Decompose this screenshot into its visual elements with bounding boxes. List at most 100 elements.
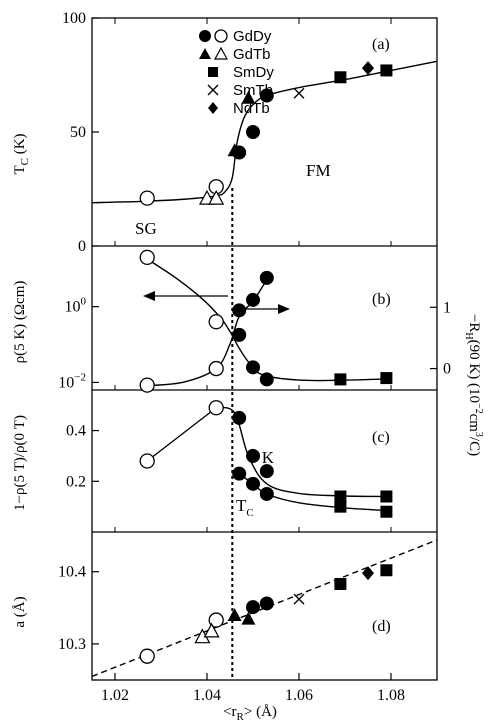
filled-circle-marker [232, 410, 247, 425]
filled-square-marker [334, 490, 347, 503]
open-circle-marker [208, 314, 224, 330]
open-circle-marker [208, 400, 224, 416]
x-label: <rR> (Å) [223, 704, 277, 723]
filled-square-marker [208, 67, 218, 77]
x-tick-label: 1.08 [377, 687, 405, 704]
annotation-tc: TC [236, 496, 254, 519]
panel-b: 10−2 100 0 1 [58, 249, 451, 393]
legend-label: NdTb [233, 100, 270, 117]
open-circle-marker [139, 453, 155, 469]
open-triangle-marker [203, 622, 220, 638]
filled-square-marker [334, 577, 347, 590]
filled-circle-marker [232, 466, 247, 481]
filled-circle-marker [259, 270, 274, 285]
panel-a-label: (a) [372, 36, 390, 53]
y-label-panel-c: 1−ρ(5 T)/ρ(0 T) [12, 415, 28, 511]
annotation-fm: FM [306, 161, 331, 180]
cross-marker [207, 84, 219, 96]
filled-triangle-marker [227, 143, 242, 157]
panel-b-tick-label-right: 0 [443, 361, 451, 378]
open-circle-marker [139, 249, 155, 266]
panel-b-tick-label-right: 1 [443, 299, 451, 316]
panel-d-label: (d) [372, 618, 391, 635]
panel-a-tick-label: 100 [62, 10, 86, 27]
filled-square-marker [334, 373, 347, 386]
y-label-panel-b: ρ(5 K) (Ωcm) [12, 281, 28, 364]
open-triangle-marker [213, 46, 229, 60]
filled-circle-marker [259, 486, 274, 501]
filled-triangle-marker [241, 611, 256, 625]
panel-a-tick-label: 0 [78, 238, 86, 255]
cross-stroke [293, 87, 305, 99]
x-tick-label: 1.06 [285, 687, 313, 704]
filled-circle-marker [246, 448, 260, 463]
filled-triangle-marker [241, 90, 256, 104]
panel-d-tick-label: 10.3 [58, 636, 86, 653]
x-tick-label: 1.04 [193, 687, 221, 704]
open-circle-marker [208, 360, 224, 377]
open-circle-marker [214, 29, 228, 43]
legend-label: SmDy [233, 64, 274, 81]
filled-square-marker [380, 490, 393, 503]
y-label-panel-d: a (Å) [12, 596, 28, 627]
legend-label: GdTb [233, 46, 271, 63]
filled-square-marker [380, 564, 393, 577]
open-circle-marker [208, 612, 224, 628]
annotation-5k: 5 K [249, 448, 275, 467]
panel-a-tick-label: 50 [70, 124, 86, 141]
panel-b-tick-label: 10−2 [58, 371, 86, 391]
filled-circle-marker [246, 600, 260, 615]
filled-square-marker [334, 500, 347, 513]
panel-b-label: (b) [372, 291, 391, 308]
filled-square-marker [380, 505, 393, 518]
panel-c-tick-label: 0.2 [66, 473, 86, 490]
legend-label: GdDy [233, 28, 272, 45]
rho-guide-curve [146, 258, 392, 382]
filled-circle-marker [246, 476, 260, 491]
arrow-right-axis [234, 304, 290, 314]
filled-circle-marker [199, 30, 211, 42]
panel-b-tick-label: 100 [65, 296, 87, 316]
open-circle-marker [139, 190, 155, 206]
cross-marker [293, 87, 305, 99]
filled-triangle-marker [227, 608, 242, 622]
filled-circle-marker [246, 125, 260, 139]
filled-diamond-marker [362, 61, 374, 76]
plot-frame [91, 17, 438, 681]
panel-c-tick-label: 0.4 [66, 423, 86, 440]
panel-a: 0 50 100 [62, 10, 438, 255]
cross-stroke [207, 84, 219, 96]
open-circle-marker [139, 377, 155, 393]
filled-circle-marker [259, 88, 274, 103]
y-label-right-panel-b: −RH(90 K) (10−2cm3/C) [463, 314, 484, 456]
filled-circle-marker [259, 596, 274, 611]
cross-marker [293, 593, 305, 605]
x-tick-label: 1.02 [101, 687, 129, 704]
arrow-left-axis [143, 291, 228, 301]
panel-d-tick-label: 10.4 [58, 564, 86, 581]
filled-circle-marker [259, 464, 274, 479]
filled-circle-marker [246, 360, 260, 375]
filled-circle-marker [246, 292, 260, 307]
filled-diamond-marker [362, 566, 374, 581]
filled-square-marker [380, 372, 393, 385]
cross-stroke [293, 593, 305, 605]
panel-c: 0.2 0.4 [66, 400, 393, 518]
y-label-panel-a: TC (K) [12, 133, 31, 174]
filled-circle-marker [232, 303, 247, 318]
filled-triangle-marker [199, 48, 211, 59]
filled-square-marker [380, 64, 393, 77]
panel-c-label: (c) [372, 429, 390, 446]
legend-label: SmTb [233, 82, 273, 99]
filled-diamond-marker [208, 102, 218, 114]
open-triangle-marker [208, 189, 225, 205]
annotation-sg: SG [135, 219, 157, 238]
filled-circle-marker [259, 372, 274, 387]
open-circle-marker [139, 648, 155, 664]
panel-d: 10.3 10.4 1.02 1.04 1.06 1.08 [58, 539, 438, 704]
filled-square-marker [334, 71, 347, 84]
filled-circle-marker [232, 327, 247, 342]
